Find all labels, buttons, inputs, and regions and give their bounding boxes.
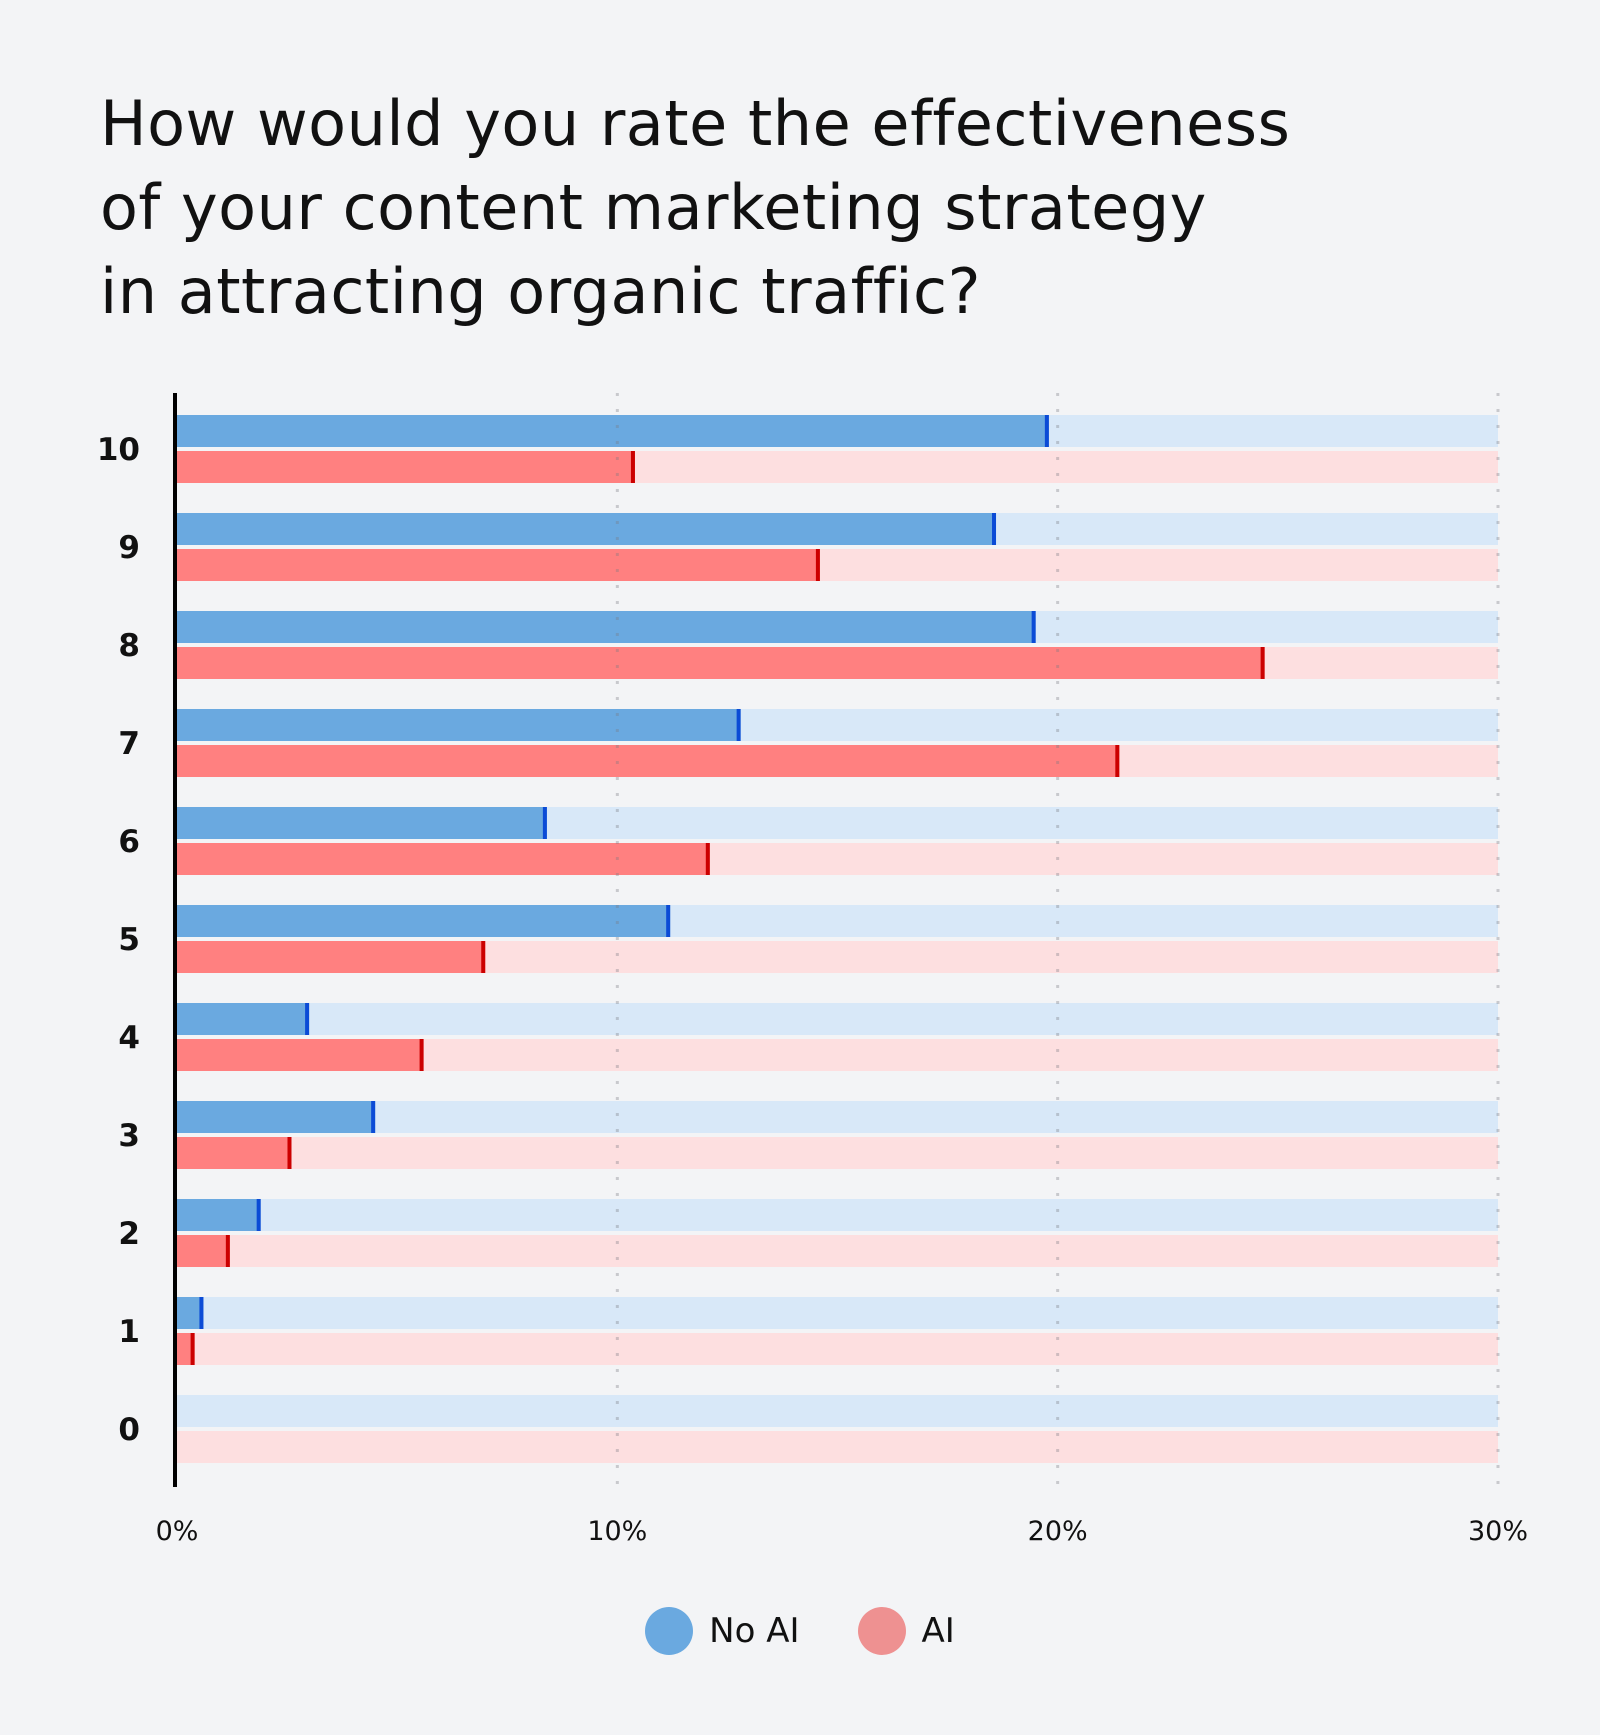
bar-no-ai <box>177 1297 204 1329</box>
y-tick-label: 10 <box>97 432 140 468</box>
bar-no-ai <box>177 1101 376 1133</box>
legend: No AI AI <box>0 1607 1600 1655</box>
legend-label-ai: AI <box>921 1611 955 1651</box>
bar-no-ai <box>177 1003 310 1035</box>
bar-end-marker <box>736 709 741 741</box>
bar-no-ai <box>177 905 671 937</box>
bar-ai <box>177 1235 230 1267</box>
y-tick-label: 3 <box>118 1118 140 1154</box>
y-tick-label: 0 <box>118 1412 140 1448</box>
bar-end-marker <box>1115 745 1120 777</box>
bar-ai <box>177 549 820 581</box>
bar-track <box>177 1003 1498 1035</box>
bar-track <box>177 1199 1498 1231</box>
title-line: in attracting organic traffic? <box>100 255 981 328</box>
bar-end-marker <box>815 549 820 581</box>
bar-no-ai <box>177 709 741 741</box>
bar-ai <box>177 451 635 483</box>
bar-track <box>177 1235 1498 1267</box>
legend-swatch-ai <box>857 1607 906 1655</box>
x-tick-label: 10% <box>587 1516 647 1547</box>
x-tick-label: 0% <box>156 1516 199 1547</box>
bar-ai <box>177 941 486 973</box>
bar-track <box>177 1137 1498 1169</box>
y-tick-label: 7 <box>118 726 140 762</box>
bar-end-marker <box>1031 611 1036 643</box>
bar-end-marker <box>419 1039 424 1071</box>
bar-no-ai <box>177 807 547 839</box>
x-tick-label: 20% <box>1028 1516 1088 1547</box>
legend-label-no-ai: No AI <box>709 1611 800 1651</box>
bar-no-ai <box>177 1199 261 1231</box>
bar-end-marker <box>199 1297 204 1329</box>
bar-end-marker <box>992 513 997 545</box>
y-tick-label: 6 <box>118 824 140 860</box>
bar-end-marker <box>256 1199 261 1231</box>
bar-ai <box>177 1039 424 1071</box>
bar-track <box>177 1333 1498 1365</box>
x-tick-label: 30% <box>1468 1516 1528 1547</box>
legend-swatch-no-ai <box>645 1607 694 1655</box>
bar-track <box>177 1297 1498 1329</box>
y-tick-label: 4 <box>118 1020 140 1056</box>
bar-end-marker <box>1260 647 1265 679</box>
bar-no-ai <box>177 513 997 545</box>
legend-item-ai[interactable]: AI <box>857 1607 955 1655</box>
y-tick-label: 2 <box>118 1216 140 1252</box>
bar-end-marker <box>705 843 710 875</box>
bar-ai <box>177 843 710 875</box>
bar-no-ai <box>177 611 1036 643</box>
bar-end-marker <box>481 941 486 973</box>
bar-ai <box>177 745 1120 777</box>
bar-track <box>177 1395 1498 1427</box>
bar-ai <box>177 1333 195 1365</box>
legend-item-no-ai[interactable]: No AI <box>645 1607 800 1655</box>
bar-end-marker <box>190 1333 195 1365</box>
bar-track <box>177 1101 1498 1133</box>
y-tick-label: 8 <box>118 628 140 664</box>
bar-end-marker <box>630 451 635 483</box>
bar-end-marker <box>542 807 547 839</box>
bar-end-marker <box>1044 415 1049 447</box>
bar-ai <box>177 647 1265 679</box>
bar-track <box>177 1431 1498 1463</box>
bar-end-marker <box>371 1101 376 1133</box>
bar-no-ai <box>177 415 1049 447</box>
bar-ai <box>177 1137 292 1169</box>
title-line: of your content marketing strategy <box>100 171 1207 244</box>
y-tick-label: 1 <box>118 1314 140 1350</box>
bar-end-marker <box>287 1137 292 1169</box>
bar-end-marker <box>305 1003 310 1035</box>
title-line: How would you rate the effectiveness <box>100 87 1291 160</box>
chart-title: How would you rate the effectiveness of … <box>100 82 1500 334</box>
bar-end-marker <box>225 1235 230 1267</box>
y-tick-label: 5 <box>118 922 140 958</box>
bar-end-marker <box>666 905 671 937</box>
y-tick-label: 9 <box>118 530 140 566</box>
